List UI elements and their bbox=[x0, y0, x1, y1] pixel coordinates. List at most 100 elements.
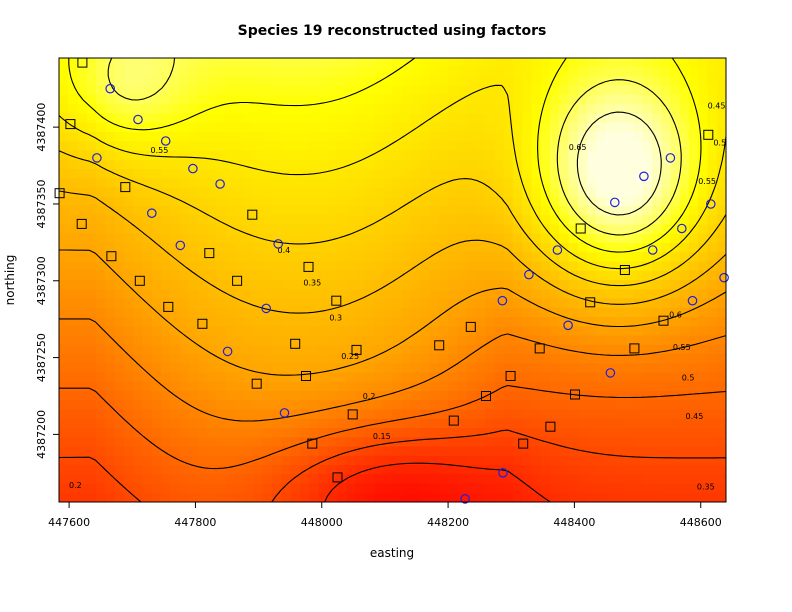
heat-cell bbox=[327, 298, 338, 309]
heat-cell bbox=[272, 85, 282, 96]
heat-cell bbox=[355, 455, 366, 466]
heat-cell bbox=[123, 85, 134, 96]
heat-cell bbox=[624, 196, 634, 207]
heat-cell bbox=[318, 141, 329, 152]
heat-cell bbox=[698, 335, 709, 346]
heat-cell bbox=[457, 363, 468, 374]
heat-cell bbox=[59, 483, 69, 494]
heat-cell bbox=[587, 132, 597, 142]
heat-cell bbox=[475, 372, 486, 383]
heat-cell bbox=[540, 280, 551, 290]
heat-cell bbox=[253, 187, 264, 198]
heat-cell bbox=[244, 400, 255, 411]
heat-cell bbox=[401, 206, 412, 216]
heat-cell bbox=[605, 224, 616, 235]
heat-cell bbox=[587, 354, 597, 364]
heat-cell bbox=[540, 317, 551, 327]
heat-cell bbox=[383, 196, 394, 207]
heat-cell bbox=[142, 233, 153, 244]
heat-cell bbox=[68, 465, 79, 475]
sample-square-marker bbox=[570, 389, 580, 400]
heat-cell bbox=[151, 169, 162, 179]
heat-cell bbox=[216, 187, 227, 198]
heat-cell bbox=[235, 122, 245, 133]
heat-cell bbox=[577, 400, 588, 411]
heat-cell bbox=[411, 372, 421, 383]
heat-cell bbox=[207, 446, 218, 457]
heat-cell bbox=[86, 243, 97, 253]
heat-cell bbox=[133, 67, 143, 78]
heat-cell bbox=[160, 400, 171, 411]
x-tick-label: 448200 bbox=[427, 516, 469, 529]
heat-cell bbox=[96, 178, 106, 189]
heat-cell bbox=[179, 169, 190, 179]
heat-cell bbox=[96, 187, 106, 198]
heat-cell bbox=[272, 141, 282, 152]
heat-cell bbox=[355, 400, 366, 411]
heat-cell bbox=[142, 372, 153, 383]
heat-cell bbox=[96, 252, 106, 263]
heat-cell bbox=[503, 326, 514, 337]
heat-cell bbox=[188, 178, 199, 189]
heat-cell bbox=[346, 363, 357, 374]
heat-cell bbox=[160, 215, 171, 226]
heat-cell bbox=[373, 428, 384, 438]
heat-cell bbox=[522, 354, 533, 364]
heat-cell bbox=[679, 335, 690, 346]
heat-cell bbox=[355, 215, 366, 226]
heat-cell bbox=[142, 400, 153, 411]
heat-cell bbox=[522, 409, 533, 420]
heat-cell bbox=[624, 58, 634, 68]
heat-cell bbox=[392, 418, 403, 429]
heat-cell bbox=[188, 169, 199, 179]
heat-cell bbox=[522, 169, 533, 179]
heat-cell bbox=[494, 122, 505, 133]
heat-cell bbox=[77, 307, 88, 318]
heat-cell bbox=[466, 67, 477, 78]
contour-label: 0.6 bbox=[669, 311, 682, 320]
heat-cell bbox=[670, 335, 681, 346]
heat-cell bbox=[466, 381, 477, 392]
heat-cell bbox=[633, 344, 644, 355]
heat-cell bbox=[716, 344, 726, 355]
heat-cell bbox=[429, 58, 440, 68]
heat-cell bbox=[207, 104, 218, 115]
heat-cell bbox=[336, 455, 347, 466]
heat-cell bbox=[531, 113, 542, 124]
heat-cell bbox=[244, 465, 255, 475]
heat-cell bbox=[587, 307, 597, 318]
heat-cell bbox=[679, 446, 690, 457]
heat-cell bbox=[503, 196, 514, 207]
heat-cell bbox=[457, 326, 468, 337]
heat-cell bbox=[614, 474, 625, 485]
heat-cell bbox=[364, 67, 375, 78]
heat-cell bbox=[133, 335, 143, 346]
heat-cell bbox=[59, 446, 69, 457]
heat-cell bbox=[661, 289, 672, 300]
heat-cell bbox=[698, 261, 709, 272]
heat-cell bbox=[596, 187, 607, 198]
heat-cell bbox=[624, 418, 634, 429]
heat-cell bbox=[281, 344, 292, 355]
heat-cell bbox=[216, 372, 227, 383]
heat-cell bbox=[531, 418, 542, 429]
heat-cell bbox=[688, 289, 699, 300]
heat-cell bbox=[336, 104, 347, 115]
heat-cell bbox=[494, 196, 505, 207]
heat-cell bbox=[392, 58, 403, 68]
heat-cell bbox=[59, 113, 69, 124]
heat-cell bbox=[448, 243, 458, 253]
heat-cell bbox=[429, 446, 440, 457]
sample-square-marker bbox=[54, 188, 65, 199]
heat-cell bbox=[253, 474, 264, 485]
heat-cell bbox=[290, 85, 301, 96]
heat-cell bbox=[318, 76, 329, 87]
heat-cell bbox=[142, 58, 153, 68]
heat-cell bbox=[290, 178, 301, 189]
heat-cell bbox=[448, 224, 458, 235]
heat-cell bbox=[596, 428, 607, 438]
heat-cell bbox=[225, 113, 236, 124]
heat-cell bbox=[605, 58, 616, 68]
heat-cell bbox=[448, 150, 458, 161]
heat-cell bbox=[411, 409, 421, 420]
